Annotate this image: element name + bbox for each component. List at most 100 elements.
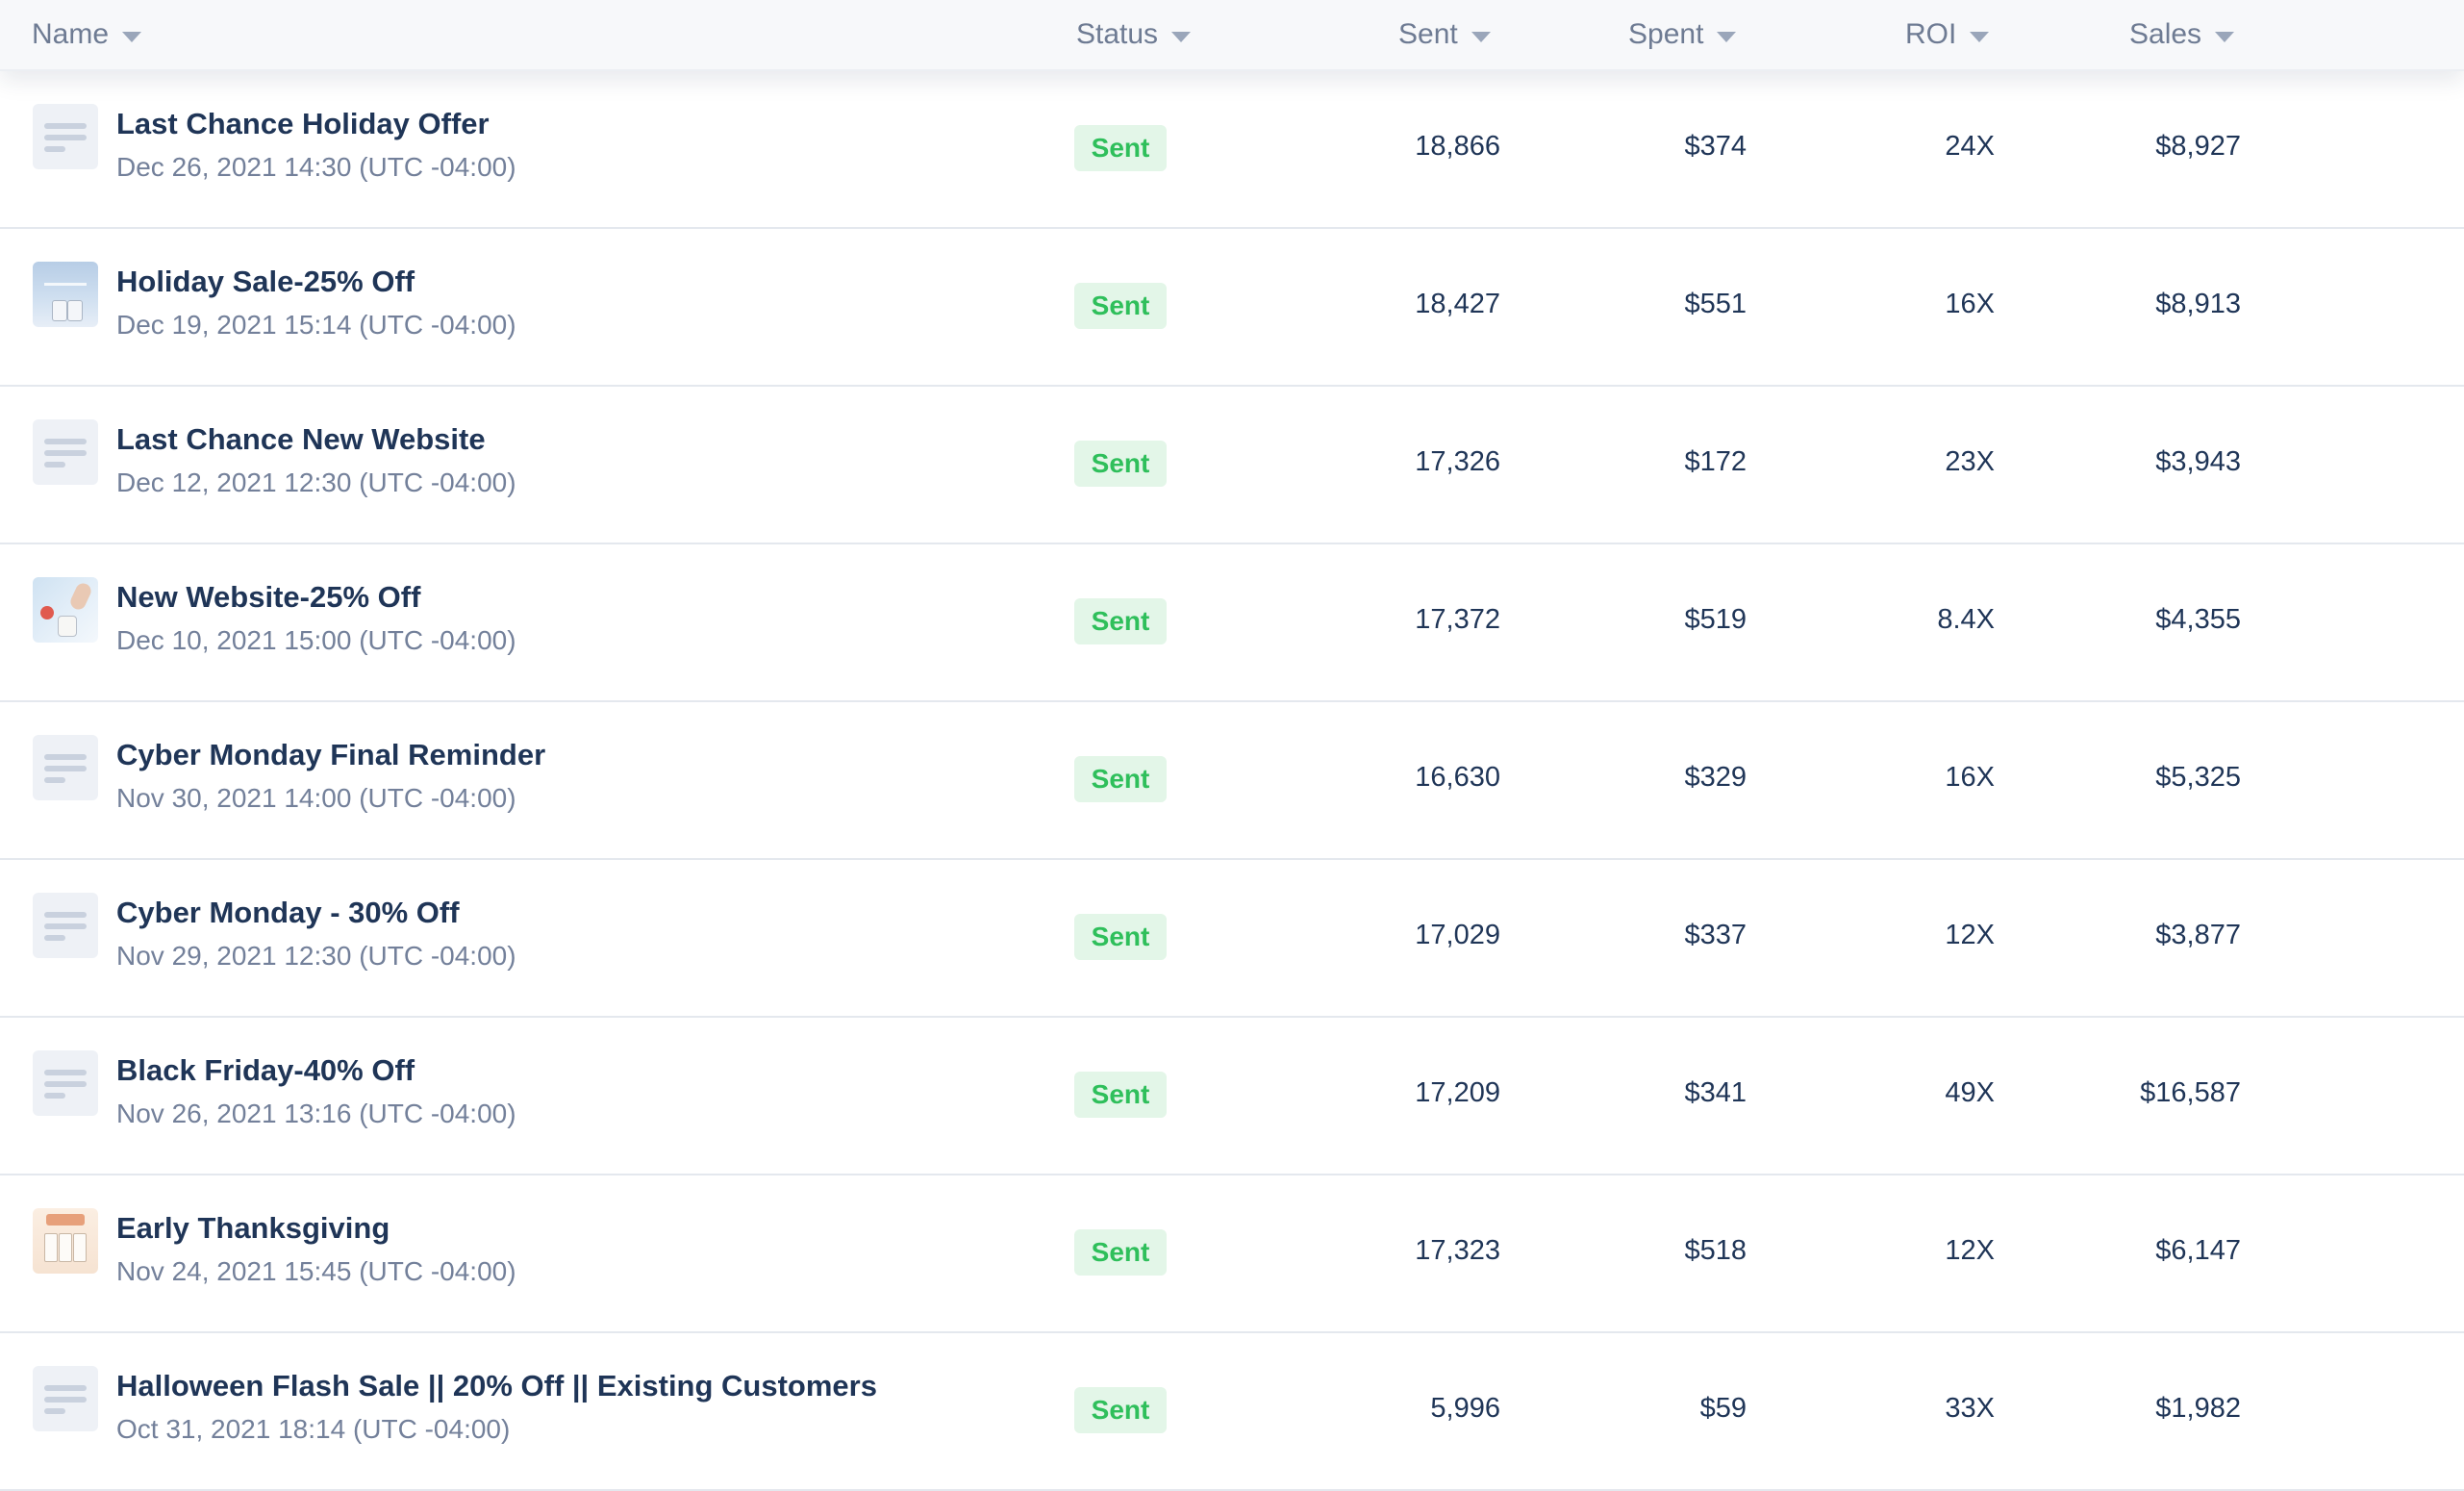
spent-value: $172	[1684, 446, 1747, 477]
status-badge: Sent	[1074, 598, 1167, 644]
sent-value: 17,323	[1415, 1235, 1500, 1266]
sales-value: $3,877	[2155, 920, 2241, 950]
sort-caret-icon	[1970, 31, 1990, 42]
sent-value: 17,372	[1415, 604, 1500, 635]
spent-value: $518	[1684, 1235, 1747, 1266]
placeholder-icon	[33, 893, 98, 958]
roi-value: 23X	[1945, 446, 1995, 477]
status-badge: Sent	[1074, 441, 1167, 487]
roi-value: 8.4X	[1937, 604, 1995, 635]
table-row[interactable]: Halloween Flash Sale || 20% Off || Exist…	[0, 1333, 2464, 1491]
campaign-title[interactable]: Last Chance New Website	[116, 422, 486, 456]
sent-value: 17,326	[1415, 446, 1500, 477]
status-badge: Sent	[1074, 1387, 1167, 1433]
new-website-image	[33, 577, 98, 643]
column-header-label: Sent	[1398, 18, 1458, 50]
roi-value: 12X	[1945, 1235, 1995, 1266]
campaign-date: Dec 12, 2021 12:30 (UTC -04:00)	[116, 468, 516, 497]
column-header-roi[interactable]: ROI	[1905, 0, 1990, 69]
table-row[interactable]: Cyber Monday Final Reminder Nov 30, 2021…	[0, 702, 2464, 860]
sort-caret-icon	[1717, 31, 1737, 42]
campaign-date: Nov 24, 2021 15:45 (UTC -04:00)	[116, 1256, 516, 1286]
spent-value: $551	[1684, 289, 1747, 319]
sales-value: $8,927	[2155, 131, 2241, 162]
sent-value: 18,427	[1415, 289, 1500, 319]
column-header-status[interactable]: Status	[1076, 0, 1192, 69]
sales-value: $8,913	[2155, 289, 2241, 319]
status-badge: Sent	[1074, 1229, 1167, 1276]
roi-value: 16X	[1945, 289, 1995, 319]
campaign-title[interactable]: Black Friday-40% Off	[116, 1053, 415, 1087]
sent-value: 16,630	[1415, 762, 1500, 793]
campaign-date: Dec 19, 2021 15:14 (UTC -04:00)	[116, 310, 516, 340]
status-badge: Sent	[1074, 125, 1167, 171]
placeholder-icon	[33, 104, 98, 169]
campaign-date: Nov 29, 2021 12:30 (UTC -04:00)	[116, 941, 516, 971]
campaign-title[interactable]: Halloween Flash Sale || 20% Off || Exist…	[116, 1369, 877, 1403]
sales-value: $16,587	[2140, 1077, 2241, 1108]
campaign-date: Nov 26, 2021 13:16 (UTC -04:00)	[116, 1099, 516, 1128]
campaign-date: Oct 31, 2021 18:14 (UTC -04:00)	[116, 1414, 511, 1444]
roi-value: 16X	[1945, 762, 1995, 793]
status-badge: Sent	[1074, 283, 1167, 329]
column-header-spent[interactable]: Spent	[1628, 0, 1737, 69]
placeholder-icon	[33, 735, 98, 800]
holiday-sale-image	[33, 262, 98, 327]
sort-caret-icon	[1471, 31, 1491, 42]
roi-value: 33X	[1945, 1393, 1995, 1424]
table-row[interactable]: Cyber Monday - 30% Off Nov 29, 2021 12:3…	[0, 860, 2464, 1018]
placeholder-icon	[33, 1366, 98, 1431]
roi-value: 12X	[1945, 920, 1995, 950]
spent-value: $329	[1684, 762, 1747, 793]
table-row[interactable]: Last Chance New Website Dec 12, 2021 12:…	[0, 387, 2464, 544]
column-header-label: Name	[32, 18, 110, 50]
column-header-label: Sales	[2129, 18, 2202, 50]
column-header-sales[interactable]: Sales	[2129, 0, 2235, 69]
status-badge: Sent	[1074, 914, 1167, 960]
status-badge: Sent	[1074, 1072, 1167, 1118]
campaign-date: Nov 30, 2021 14:00 (UTC -04:00)	[116, 783, 516, 813]
table-row[interactable]: Last Chance Holiday Offer Dec 26, 2021 1…	[0, 71, 2464, 229]
table-body: Last Chance Holiday Offer Dec 26, 2021 1…	[0, 71, 2464, 1491]
column-header-label: Status	[1076, 18, 1159, 50]
table-row[interactable]: New Website-25% Off Dec 10, 2021 15:00 (…	[0, 544, 2464, 702]
campaign-title[interactable]: Cyber Monday Final Reminder	[116, 738, 546, 771]
column-header-label: Spent	[1628, 18, 1704, 50]
spent-value: $341	[1684, 1077, 1747, 1108]
campaign-title[interactable]: Early Thanksgiving	[116, 1211, 390, 1245]
campaign-date: Dec 26, 2021 14:30 (UTC -04:00)	[116, 152, 516, 182]
sent-value: 5,996	[1430, 1393, 1500, 1424]
sort-caret-icon	[1171, 31, 1192, 42]
column-header-sent[interactable]: Sent	[1398, 0, 1491, 69]
spent-value: $519	[1684, 604, 1747, 635]
table-row[interactable]: Early Thanksgiving Nov 24, 2021 15:45 (U…	[0, 1175, 2464, 1333]
sort-caret-icon	[2215, 31, 2235, 42]
spent-value: $337	[1684, 920, 1747, 950]
campaign-title[interactable]: Holiday Sale-25% Off	[116, 265, 415, 298]
roi-value: 49X	[1945, 1077, 1995, 1108]
campaign-title[interactable]: New Website-25% Off	[116, 580, 421, 614]
placeholder-icon	[33, 1050, 98, 1116]
sales-value: $4,355	[2155, 604, 2241, 635]
sales-value: $3,943	[2155, 446, 2241, 477]
column-header-name[interactable]: Name	[32, 0, 142, 69]
table-row[interactable]: Black Friday-40% Off Nov 26, 2021 13:16 …	[0, 1018, 2464, 1175]
roi-value: 24X	[1945, 131, 1995, 162]
sent-value: 17,209	[1415, 1077, 1500, 1108]
thanksgiving-image	[33, 1208, 98, 1274]
table-row[interactable]: Holiday Sale-25% Off Dec 19, 2021 15:14 …	[0, 229, 2464, 387]
spent-value: $374	[1684, 131, 1747, 162]
campaign-title[interactable]: Last Chance Holiday Offer	[116, 107, 490, 140]
sent-value: 17,029	[1415, 920, 1500, 950]
sales-value: $5,325	[2155, 762, 2241, 793]
spent-value: $59	[1699, 1393, 1747, 1424]
placeholder-icon	[33, 419, 98, 485]
sales-value: $1,982	[2155, 1393, 2241, 1424]
column-header-label: ROI	[1905, 18, 1957, 50]
sent-value: 18,866	[1415, 131, 1500, 162]
sales-value: $6,147	[2155, 1235, 2241, 1266]
campaign-title[interactable]: Cyber Monday - 30% Off	[116, 896, 460, 929]
sort-caret-icon	[122, 31, 142, 42]
table-header: Name Status Sent Spent ROI Sales	[0, 0, 2464, 71]
